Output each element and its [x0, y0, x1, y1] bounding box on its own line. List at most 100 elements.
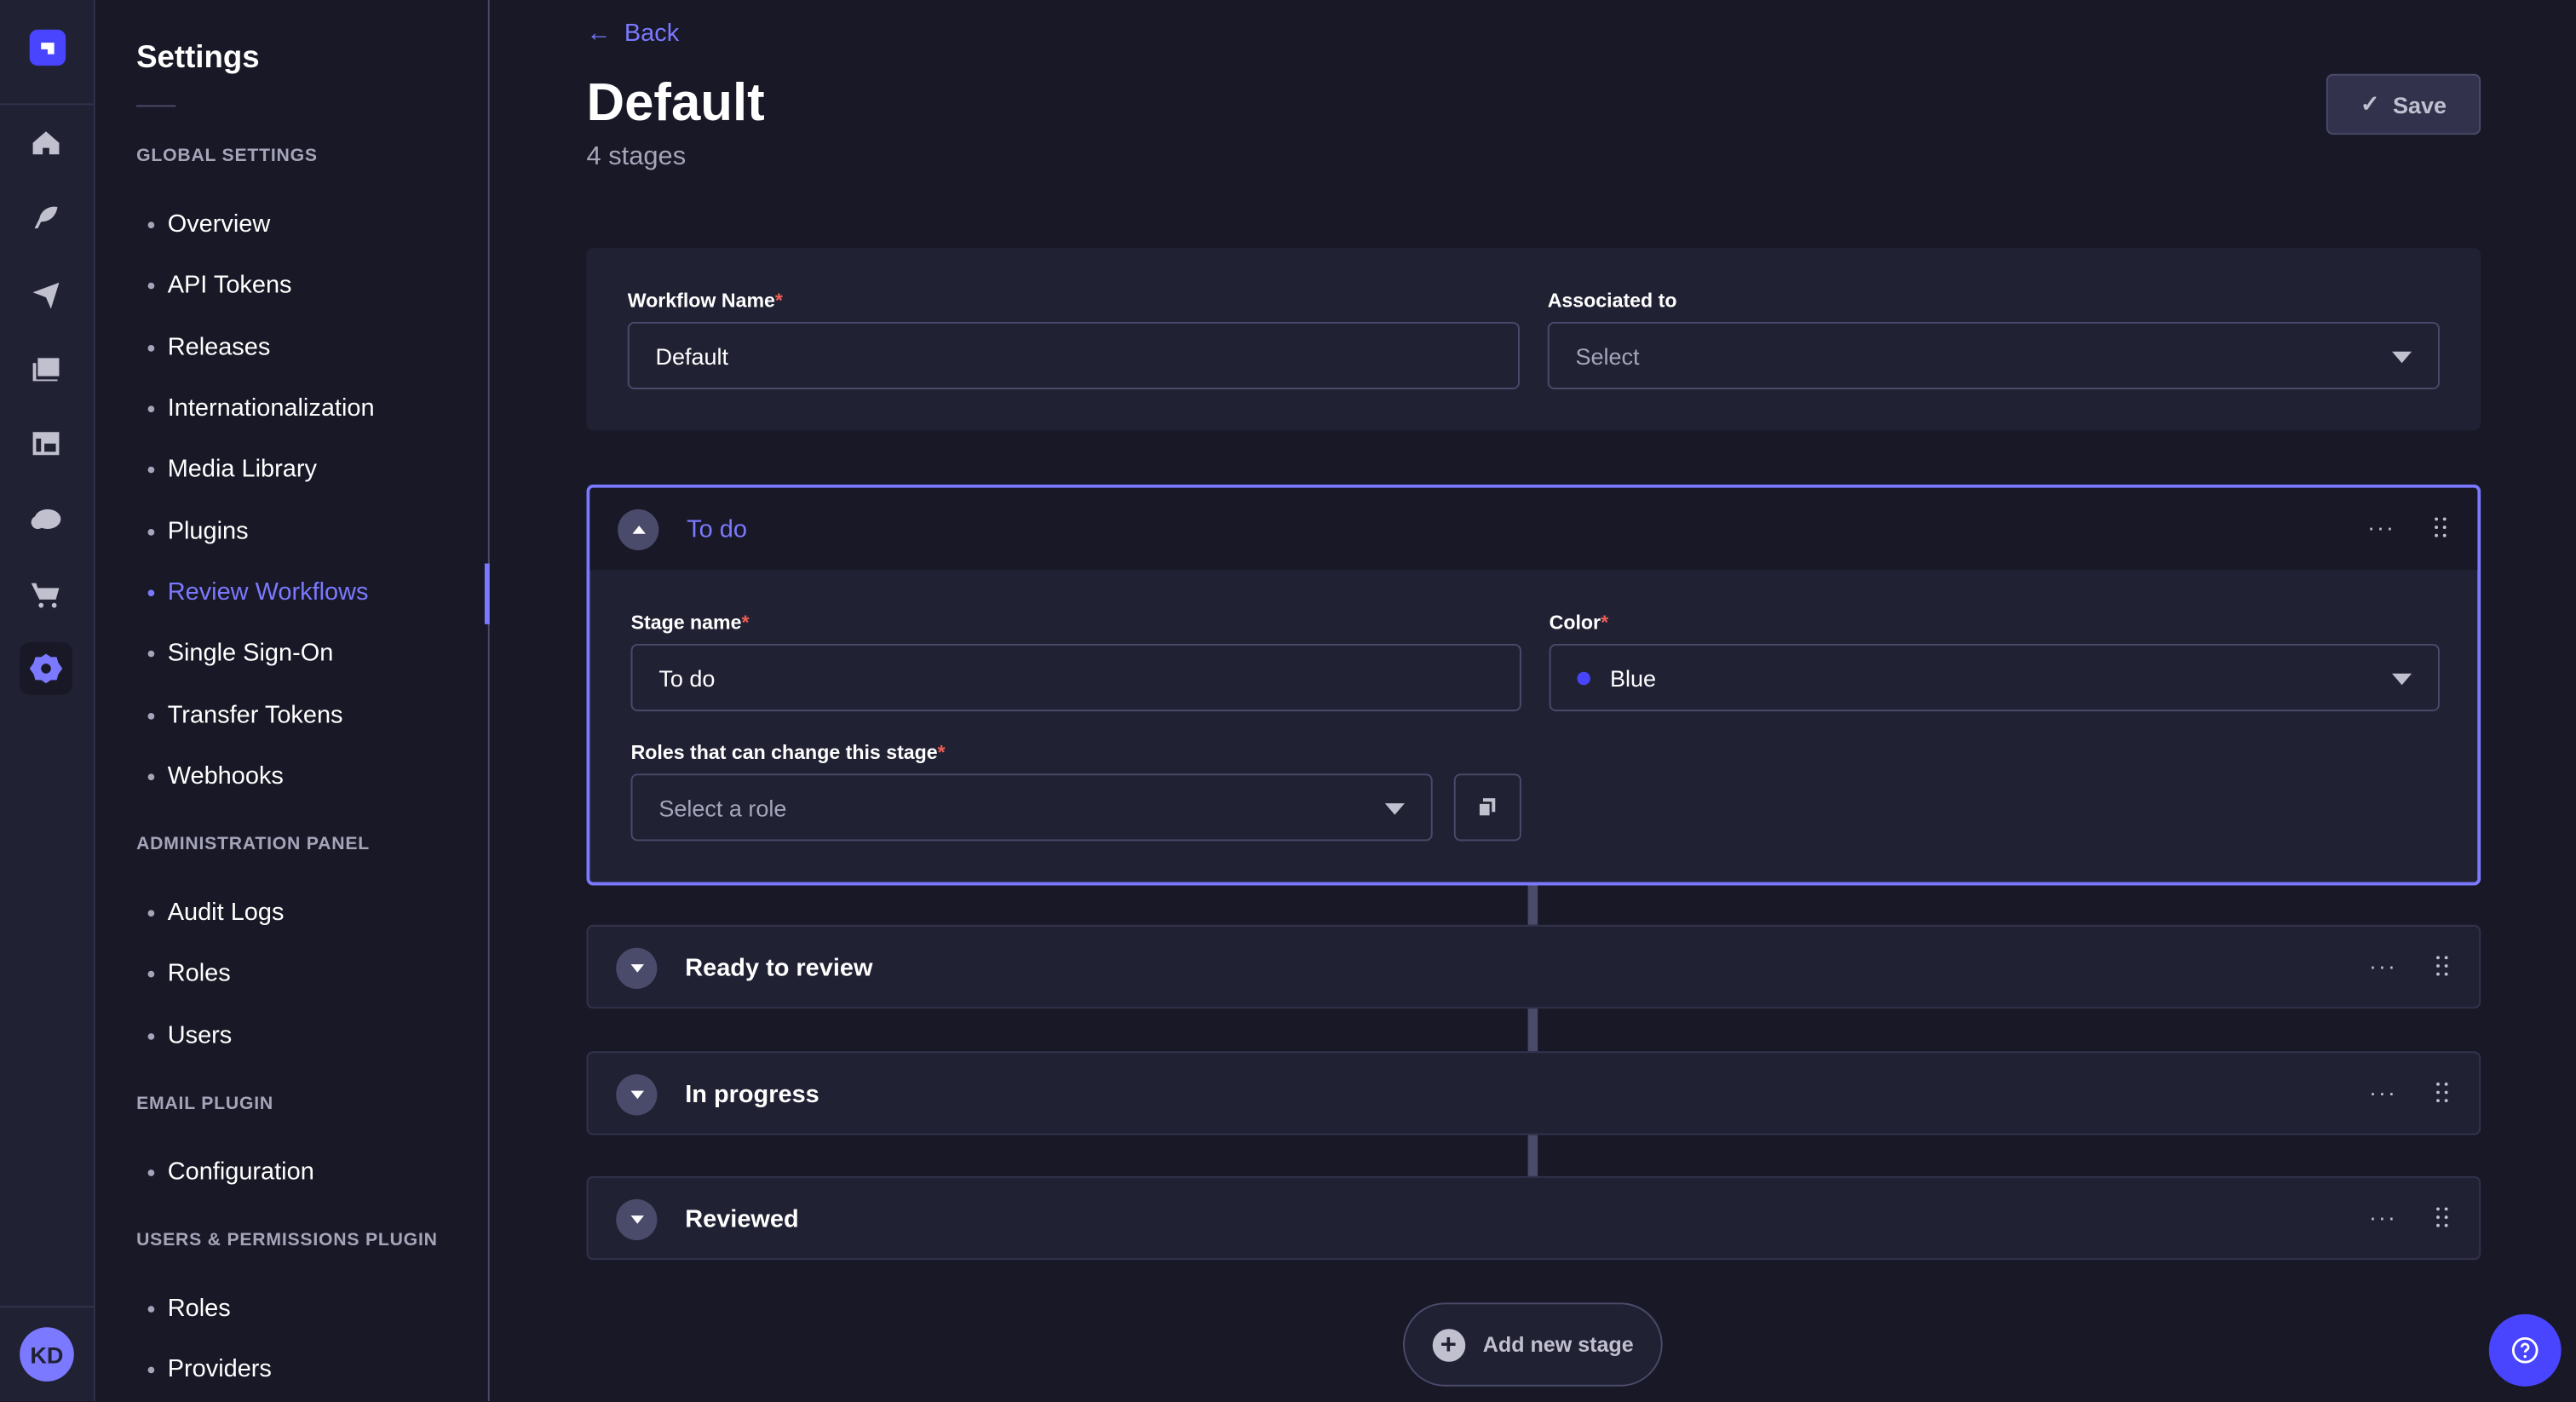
sidebar-item-label: Audit Logs: [167, 898, 285, 927]
bullet-icon: [147, 712, 155, 719]
divider: [0, 103, 94, 106]
active-indicator: [484, 563, 490, 624]
sidebar-item-label: Plugins: [167, 517, 249, 546]
sidebar-item-single-sign-on[interactable]: Single Sign-On: [147, 639, 333, 667]
chevron-up-icon[interactable]: [618, 508, 659, 550]
bullet-icon: [147, 1032, 155, 1039]
sidebar-item-roles[interactable]: Roles: [147, 959, 231, 988]
duplicate-icon: [1477, 798, 1496, 818]
bullet-icon: [147, 909, 155, 916]
add-stage-label: Add new stage: [1482, 1332, 1634, 1357]
stage-header[interactable]: Ready to review ···: [588, 927, 2479, 1008]
save-button[interactable]: ✓ Save: [2326, 73, 2481, 135]
page-title: Default: [586, 72, 765, 132]
sidebar-item-label: Configuration: [167, 1158, 314, 1187]
more-icon[interactable]: ···: [2368, 1204, 2397, 1231]
sidebar-item-transfer-tokens[interactable]: Transfer Tokens: [147, 701, 343, 730]
stage-name-input[interactable]: To do: [630, 643, 1521, 712]
drag-handle-icon[interactable]: [2436, 956, 2449, 976]
sidebar-item-api-tokens[interactable]: API Tokens: [147, 271, 292, 299]
sidebar-item-label: Providers: [167, 1355, 272, 1383]
sidebar-item-label: Transfer Tokens: [167, 701, 343, 730]
drag-handle-icon[interactable]: [2435, 517, 2447, 537]
help-button[interactable]: [2488, 1313, 2562, 1387]
marketplace-icon[interactable]: [20, 568, 72, 621]
sidebar-item-media-library[interactable]: Media Library: [147, 455, 317, 483]
section-header: ADMINISTRATION PANEL: [136, 834, 370, 854]
bullet-icon: [147, 528, 155, 535]
sidebar-item-overview[interactable]: Overview: [147, 210, 271, 238]
sidebar-item-plugins[interactable]: Plugins: [147, 517, 249, 546]
caret-down-icon: [2391, 351, 2412, 364]
duplicate-roles-button[interactable]: [1453, 773, 1521, 842]
section-header: EMAIL PLUGIN: [136, 1094, 273, 1114]
sidebar-item-label: Roles: [167, 959, 231, 988]
color-label: Color*: [1549, 611, 1609, 635]
color-select[interactable]: Blue: [1549, 643, 2440, 712]
avatar[interactable]: KD: [20, 1327, 74, 1382]
sidebar-item-label: Overview: [167, 210, 271, 238]
sidebar-item-releases[interactable]: Releases: [147, 333, 271, 362]
drag-handle-icon[interactable]: [2436, 1082, 2449, 1103]
caret-down-icon: [1384, 803, 1405, 815]
sidebar-item-users[interactable]: Users: [147, 1022, 232, 1049]
bullet-icon: [147, 649, 155, 657]
chevron-down-icon[interactable]: [616, 1198, 658, 1240]
add-stage-button[interactable]: + Add new stage: [1402, 1302, 1663, 1387]
cloud-icon[interactable]: [20, 493, 72, 546]
associated-to-select[interactable]: Select: [1547, 321, 2440, 390]
more-icon[interactable]: ···: [2368, 952, 2397, 980]
stage-connector: [1527, 1008, 1538, 1052]
stage-count: 4 stages: [586, 142, 687, 171]
content-type-builder-icon[interactable]: [20, 417, 72, 470]
stage-connector: [1527, 1135, 1538, 1176]
sidebar-item-providers[interactable]: Providers: [147, 1355, 272, 1383]
sidebar-item-roles[interactable]: Roles: [147, 1294, 231, 1323]
bullet-icon: [147, 405, 155, 412]
check-icon: ✓: [2360, 90, 2380, 117]
sidebar-item-label: Roles: [167, 1294, 231, 1323]
sidebar-item-label: Releases: [167, 333, 271, 362]
sidebar-item-label: Review Workflows: [167, 577, 369, 606]
logo[interactable]: [29, 29, 66, 66]
home-icon[interactable]: [20, 117, 72, 170]
stage-card: In progress ···: [586, 1051, 2481, 1135]
stage-header[interactable]: To do ···: [589, 487, 2478, 571]
chevron-down-icon[interactable]: [616, 946, 658, 989]
sidebar-item-label: API Tokens: [167, 271, 292, 299]
workflow-name-input[interactable]: Default: [627, 321, 1520, 390]
back-link[interactable]: ← Back: [586, 20, 679, 48]
settings-icon[interactable]: [20, 642, 72, 695]
releases-icon[interactable]: [20, 267, 72, 320]
drag-handle-icon[interactable]: [2436, 1207, 2449, 1227]
divider: [136, 105, 176, 107]
stage-header[interactable]: Reviewed ···: [588, 1178, 2479, 1260]
sidebar-item-webhooks[interactable]: Webhooks: [147, 762, 284, 790]
content-manager-icon[interactable]: [20, 191, 72, 244]
chevron-down-icon[interactable]: [616, 1073, 658, 1115]
stage-title: In progress: [685, 1080, 819, 1108]
stage-card: Reviewed ···: [586, 1175, 2481, 1261]
bullet-icon: [147, 1169, 155, 1175]
more-icon[interactable]: ···: [2368, 1079, 2397, 1106]
sidebar-item-review-workflows[interactable]: Review Workflows: [147, 577, 369, 606]
stage-card: Ready to review ···: [586, 924, 2481, 1009]
sidebar-title: Settings: [136, 41, 260, 76]
bullet-icon: [147, 773, 155, 780]
bullet-icon: [147, 281, 155, 289]
bullet-icon: [147, 221, 155, 228]
sidebar-item-configuration[interactable]: Configuration: [147, 1158, 314, 1187]
more-icon[interactable]: ···: [2367, 514, 2395, 541]
stage-header[interactable]: In progress ···: [588, 1053, 2479, 1135]
question-icon: [2511, 1337, 2539, 1364]
workflow-details-card: Workflow Name* Default Associated to Sel…: [586, 248, 2481, 431]
media-library-icon[interactable]: [20, 342, 72, 394]
section-header: GLOBAL SETTINGS: [136, 146, 318, 166]
sidebar-item-internationalization[interactable]: Internationalization: [147, 394, 375, 422]
sidebar-item-audit-logs[interactable]: Audit Logs: [147, 898, 285, 927]
plus-icon: +: [1431, 1328, 1465, 1361]
workflow-name-label: Workflow Name*: [627, 289, 783, 313]
bullet-icon: [147, 589, 155, 596]
roles-select[interactable]: Select a role: [630, 773, 1433, 842]
sidebar-item-label: Internationalization: [167, 394, 375, 422]
